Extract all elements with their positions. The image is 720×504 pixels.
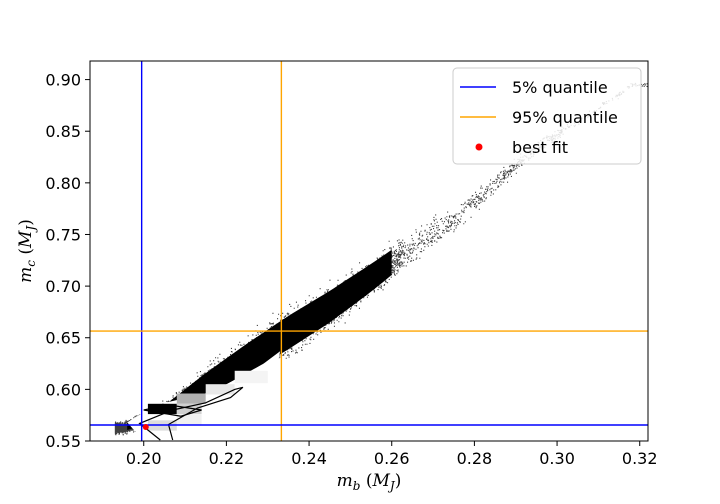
x-tick-label: 0.26: [374, 449, 410, 468]
plot-frame: [89, 60, 649, 442]
y-axis-label: mc (MJ): [16, 219, 38, 283]
y-tick-label: 0.80: [45, 174, 81, 193]
quantile-lines: [90, 61, 648, 441]
y-label-base: m: [16, 267, 36, 283]
legend-label-95pct: 95% quantile: [512, 108, 618, 127]
dense-core: [127, 249, 392, 430]
density-cell: [147, 403, 177, 415]
legend-marker-best-fit: [475, 143, 483, 151]
density-cell: [176, 403, 202, 415]
density-contour-inner: [143, 404, 202, 417]
legend-label-best-fit: best fit: [512, 138, 568, 157]
x-tick-label: 0.30: [539, 449, 575, 468]
density-cell: [176, 393, 206, 404]
y-label-unit: M: [16, 230, 36, 249]
density-cell: [176, 414, 202, 425]
posterior-samples: [114, 82, 648, 436]
y-axis: 0.55 0.60 0.65 0.70 0.75 0.80 0.85 0.90: [45, 71, 90, 451]
x-label-unit-sub: J: [387, 479, 396, 493]
y-tick-label: 0.85: [45, 122, 81, 141]
best-fit-marker: [142, 424, 149, 431]
y-tick-label: 0.55: [45, 432, 81, 451]
x-axis: 0.20 0.22 0.24 0.26 0.28 0.30 0.32: [126, 441, 658, 468]
y-label-unit-sub: J: [24, 225, 38, 234]
legend-label-5pct: 5% quantile: [512, 78, 608, 97]
plot-area: [90, 61, 648, 441]
y-tick-label: 0.70: [45, 277, 81, 296]
x-label-base: m: [337, 471, 353, 491]
y-tick-label: 0.60: [45, 380, 81, 399]
y-label-sub: c: [24, 260, 38, 267]
x-label-unit: M: [371, 471, 390, 491]
legend-box: [452, 67, 642, 165]
x-label-sub: b: [353, 479, 361, 493]
best-fit-point: [142, 424, 149, 431]
x-tick-label: 0.22: [209, 449, 245, 468]
x-axis-label: mb (MJ): [337, 471, 402, 493]
y-tick-label: 0.65: [45, 329, 81, 348]
x-tick-label: 0.28: [457, 449, 493, 468]
density-cell: [234, 370, 268, 384]
x-tick-label: 0.20: [126, 449, 162, 468]
density-contour-outer: [138, 386, 244, 441]
y-tick-label: 0.75: [45, 225, 81, 244]
x-tick-label: 0.24: [291, 449, 327, 468]
x-tick-label: 0.32: [622, 449, 658, 468]
legend: 5% quantile 95% quantile best fit: [452, 67, 642, 165]
y-tick-label: 0.90: [45, 71, 81, 90]
density-cell: [205, 384, 235, 395]
